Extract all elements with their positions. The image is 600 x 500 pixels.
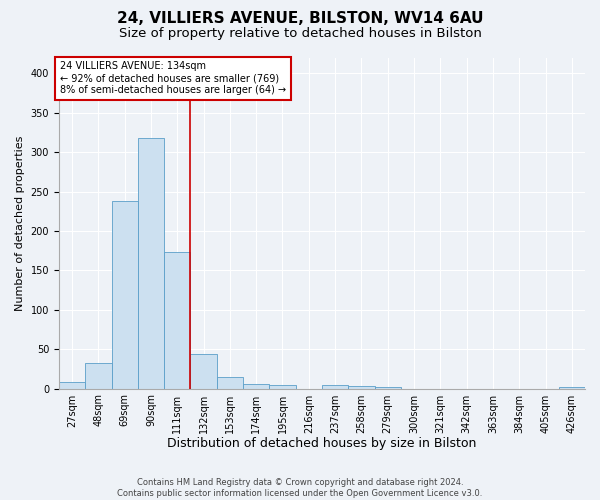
Y-axis label: Number of detached properties: Number of detached properties xyxy=(15,136,25,310)
Bar xyxy=(322,384,348,388)
Bar xyxy=(164,252,190,388)
Bar xyxy=(269,384,296,388)
Bar xyxy=(112,201,138,388)
Bar xyxy=(559,387,585,388)
Bar xyxy=(217,377,243,388)
Bar xyxy=(85,362,112,388)
Text: 24, VILLIERS AVENUE, BILSTON, WV14 6AU: 24, VILLIERS AVENUE, BILSTON, WV14 6AU xyxy=(117,11,483,26)
X-axis label: Distribution of detached houses by size in Bilston: Distribution of detached houses by size … xyxy=(167,437,476,450)
Bar xyxy=(190,354,217,388)
Bar xyxy=(59,382,85,388)
Bar xyxy=(348,386,374,388)
Bar xyxy=(138,138,164,388)
Text: 24 VILLIERS AVENUE: 134sqm
← 92% of detached houses are smaller (769)
8% of semi: 24 VILLIERS AVENUE: 134sqm ← 92% of deta… xyxy=(59,62,286,94)
Text: Contains HM Land Registry data © Crown copyright and database right 2024.
Contai: Contains HM Land Registry data © Crown c… xyxy=(118,478,482,498)
Text: Size of property relative to detached houses in Bilston: Size of property relative to detached ho… xyxy=(119,28,481,40)
Bar xyxy=(374,387,401,388)
Bar xyxy=(243,384,269,388)
